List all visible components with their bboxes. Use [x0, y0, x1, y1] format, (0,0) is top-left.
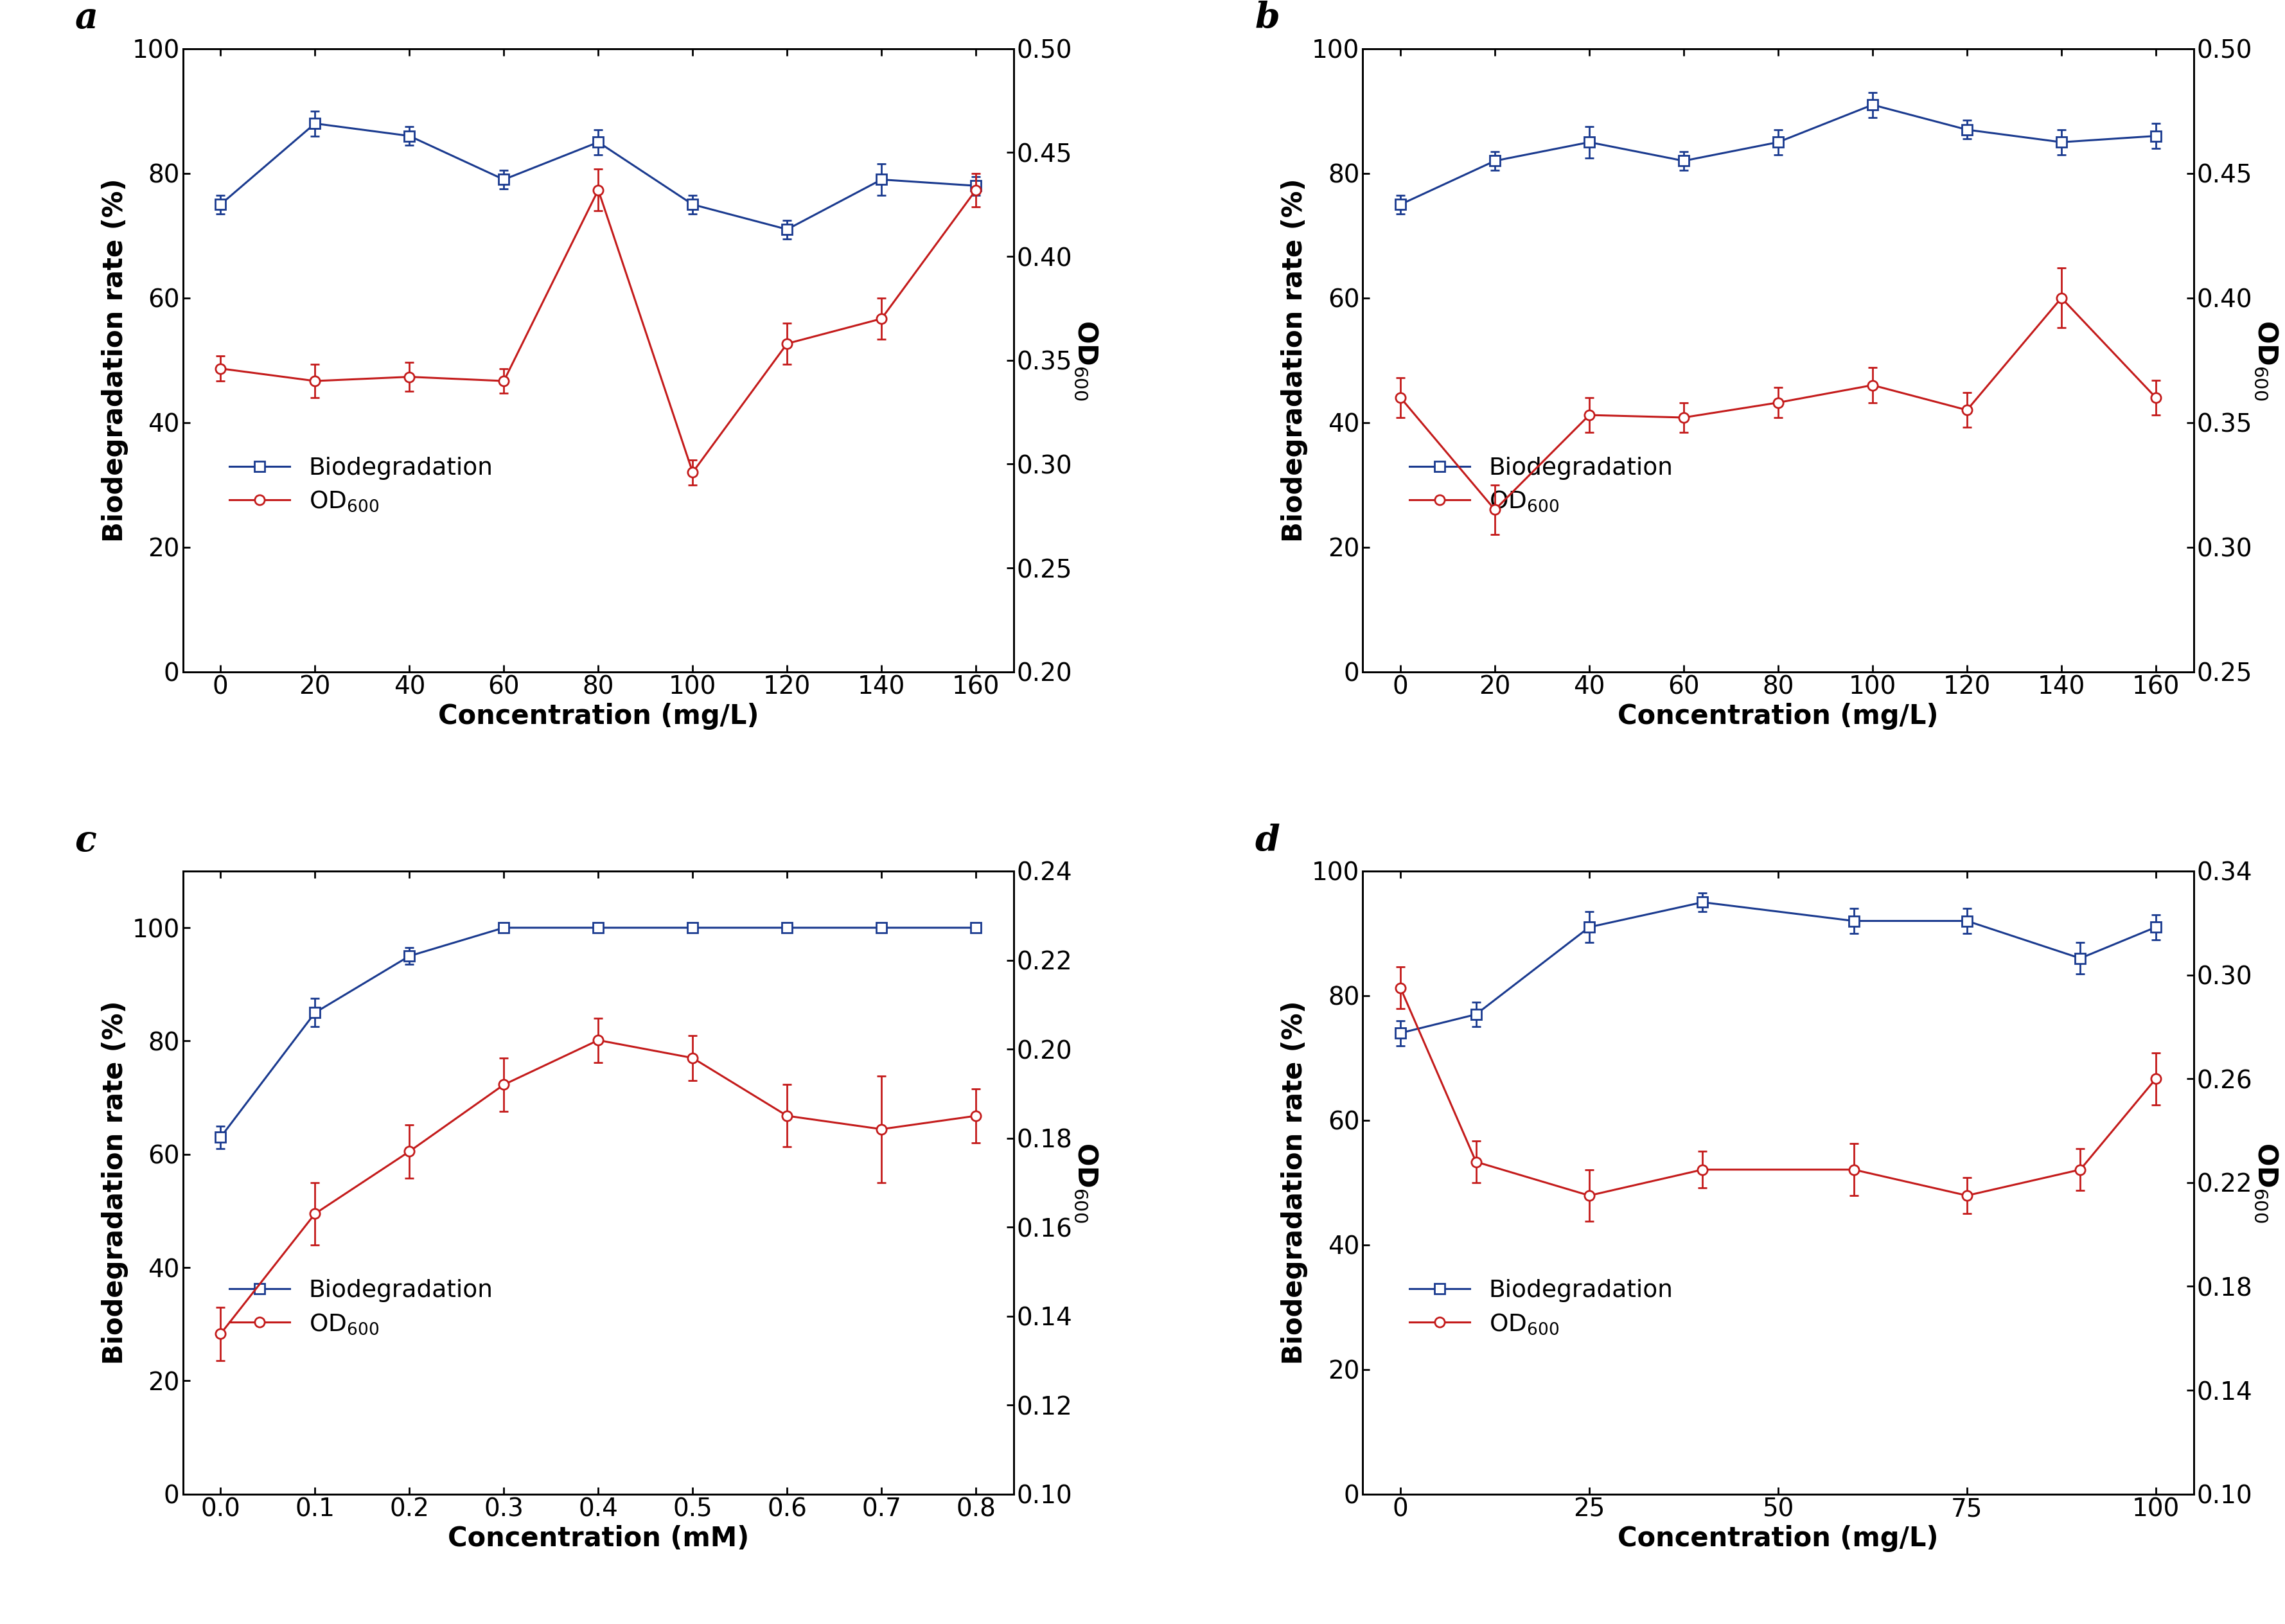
X-axis label: Concentration (mg/L): Concentration (mg/L) — [1618, 1525, 1938, 1553]
Y-axis label: Biodegradation rate (%): Biodegradation rate (%) — [1282, 179, 1309, 542]
Y-axis label: OD$_{600}$: OD$_{600}$ — [1072, 320, 1099, 401]
Legend: Biodegradation, OD$_{600}$: Biodegradation, OD$_{600}$ — [219, 447, 503, 523]
X-axis label: Concentration (mM): Concentration (mM) — [448, 1525, 749, 1553]
Y-axis label: Biodegradation rate (%): Biodegradation rate (%) — [101, 179, 128, 542]
Y-axis label: Biodegradation rate (%): Biodegradation rate (%) — [101, 1000, 128, 1364]
Legend: Biodegradation, OD$_{600}$: Biodegradation, OD$_{600}$ — [1401, 1270, 1682, 1346]
Text: d: d — [1254, 823, 1280, 859]
Text: c: c — [75, 823, 96, 859]
Y-axis label: OD$_{600}$: OD$_{600}$ — [2253, 1142, 2278, 1223]
Legend: Biodegradation, OD$_{600}$: Biodegradation, OD$_{600}$ — [219, 1270, 503, 1346]
Y-axis label: OD$_{600}$: OD$_{600}$ — [1072, 1142, 1099, 1223]
Y-axis label: Biodegradation rate (%): Biodegradation rate (%) — [1282, 1000, 1309, 1364]
Text: b: b — [1254, 2, 1280, 36]
Y-axis label: OD$_{600}$: OD$_{600}$ — [2253, 320, 2278, 401]
Legend: Biodegradation, OD$_{600}$: Biodegradation, OD$_{600}$ — [1401, 447, 1682, 523]
X-axis label: Concentration (mg/L): Concentration (mg/L) — [1618, 703, 1938, 729]
X-axis label: Concentration (mg/L): Concentration (mg/L) — [439, 703, 759, 729]
Text: a: a — [75, 2, 98, 36]
